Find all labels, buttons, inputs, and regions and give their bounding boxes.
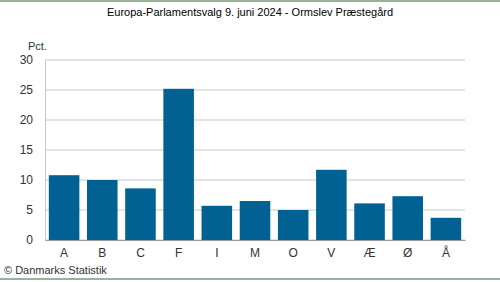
bar — [392, 196, 423, 240]
bar — [278, 210, 309, 240]
x-tick-label: C — [136, 246, 145, 260]
bar — [202, 206, 233, 240]
chart: Europa-Parlamentsvalg 9. juni 2024 - Orm… — [0, 0, 500, 282]
x-tick: M — [250, 240, 260, 260]
grid-line — [45, 60, 465, 61]
y-tick: 0 — [26, 233, 45, 247]
y-tick-label: 25 — [20, 83, 34, 97]
x-tick-label: Æ — [364, 246, 376, 260]
x-tick: Å — [442, 240, 450, 260]
y-tick-label: 5 — [26, 203, 33, 217]
x-tick-label: M — [250, 246, 260, 260]
x-tick-label: V — [327, 246, 335, 260]
x-tick: F — [175, 240, 182, 260]
x-axis-line — [46, 240, 466, 241]
x-tick-label: A — [60, 246, 68, 260]
bar — [49, 175, 80, 240]
y-tick-label: 15 — [20, 143, 34, 157]
y-tick-label: 10 — [20, 173, 34, 187]
bar — [316, 170, 347, 240]
bar — [240, 201, 271, 240]
bottom-rule — [0, 279, 500, 280]
y-tick: 25 — [20, 83, 45, 97]
top-rule — [0, 1, 500, 2]
y-tick-label: 0 — [26, 233, 33, 247]
source: © Danmarks Statistik — [4, 264, 107, 276]
x-tick-label: I — [215, 246, 218, 260]
y-axis-line — [45, 61, 46, 241]
x-tick-label: Å — [442, 245, 450, 260]
bars — [49, 89, 461, 240]
x-tick: B — [98, 240, 106, 260]
x-tick-label: B — [98, 246, 106, 260]
x-tick: V — [327, 240, 335, 260]
bar — [431, 218, 462, 240]
y-tick-label: 30 — [20, 53, 34, 67]
x-tick-label: O — [289, 246, 298, 260]
y-tick: 15 — [20, 143, 45, 157]
grid-line — [45, 150, 465, 151]
bar — [163, 89, 194, 240]
y-tick-label: 20 — [20, 113, 34, 127]
y-axis: 0 5 10 15 20 25 30 — [20, 53, 46, 247]
x-tick: A — [60, 240, 68, 260]
y-tick: 5 — [26, 203, 45, 217]
bar — [125, 188, 156, 240]
x-tick-label: Ø — [403, 246, 412, 260]
grid — [45, 60, 465, 240]
x-axis: ABCFIMOVÆØÅ — [46, 240, 466, 260]
grid-line — [45, 90, 465, 91]
x-tick: Æ — [364, 240, 376, 260]
x-tick: C — [136, 240, 145, 260]
x-tick-label: F — [175, 246, 182, 260]
grid-line — [45, 120, 465, 121]
x-tick: I — [215, 240, 218, 260]
y-tick: 20 — [20, 113, 45, 127]
x-tick: O — [289, 240, 298, 260]
y-tick: 30 — [20, 53, 45, 67]
y-label: Pct. — [28, 40, 47, 52]
x-tick: Ø — [403, 240, 412, 260]
bar — [354, 203, 385, 240]
bar — [87, 180, 118, 240]
title: Europa-Parlamentsvalg 9. juni 2024 - Orm… — [107, 6, 393, 18]
y-tick: 10 — [20, 173, 45, 187]
